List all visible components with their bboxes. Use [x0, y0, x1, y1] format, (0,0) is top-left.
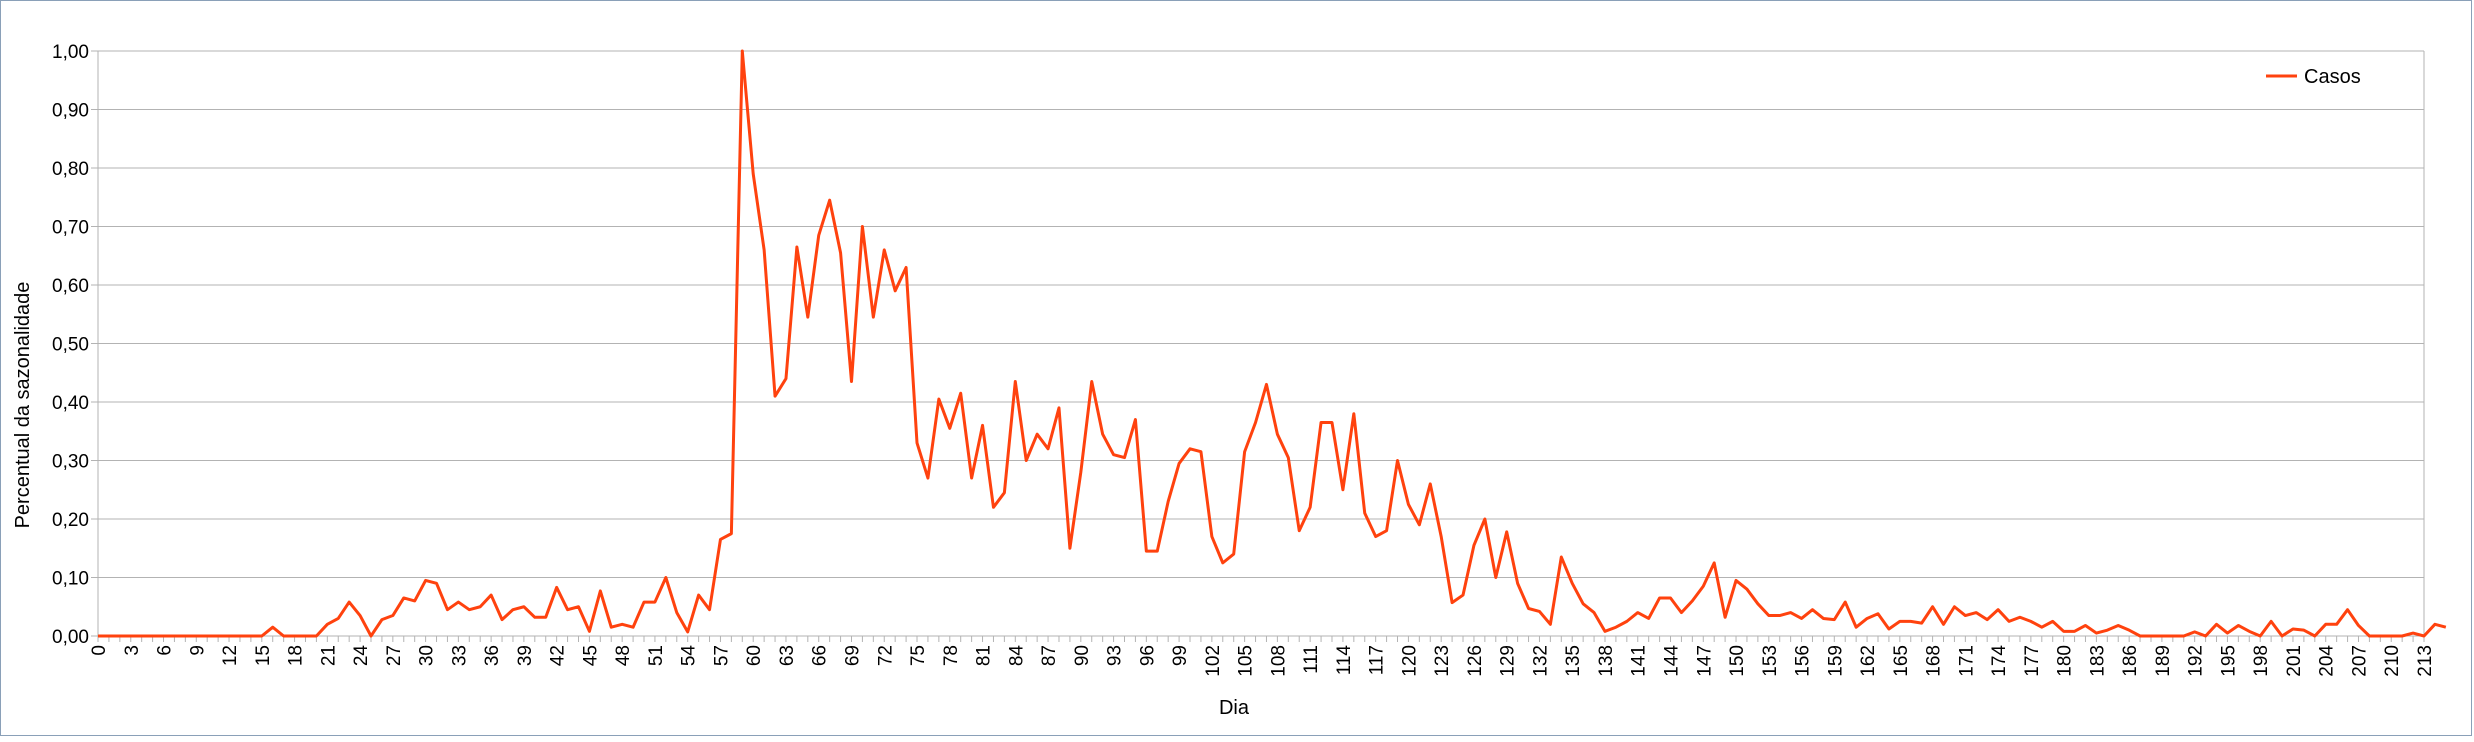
x-tick-label: 6 [155, 645, 176, 656]
x-tick-label: 198 [2251, 645, 2272, 677]
x-tick-label: 129 [1498, 645, 1519, 677]
x-tick-label: 180 [2055, 645, 2076, 677]
x-tick-label: 42 [548, 645, 569, 666]
y-tick-label: 0,60 [52, 276, 89, 297]
x-tick-label: 12 [220, 645, 241, 666]
x-tick-label: 114 [1334, 645, 1355, 676]
x-tick-label: 78 [941, 645, 962, 666]
x-tick-label: 156 [1793, 645, 1814, 677]
x-tick-label: 117 [1367, 645, 1388, 675]
x-tick-label: 207 [2349, 645, 2370, 677]
x-tick-label: 147 [1694, 645, 1715, 677]
legend: Casos [2266, 66, 2361, 88]
x-tick-label: 132 [1530, 645, 1551, 677]
x-tick-label: 36 [482, 645, 503, 666]
x-tick-label: 99 [1170, 645, 1191, 666]
x-tick-label: 168 [1924, 645, 1945, 677]
x-tick-label: 72 [875, 645, 896, 666]
x-tick-label: 27 [384, 645, 405, 666]
x-tick-label: 165 [1891, 645, 1912, 677]
x-tick-label: 105 [1236, 645, 1257, 677]
x-tick-label: 171 [1956, 645, 1977, 677]
x-tick-label: 174 [1989, 645, 2010, 677]
x-tick-labels: 0 3 6 9 12 15 18 21 24 27 30 33 36 39 42 45 48 51 54 57 60 63… [89, 636, 2436, 677]
x-tick-label: 66 [810, 645, 831, 666]
x-tick-label: 24 [351, 645, 372, 667]
x-tick-label: 204 [2317, 645, 2338, 677]
x-tick-label: 183 [2087, 645, 2108, 677]
x-tick-label: 87 [1039, 645, 1060, 666]
x-tick-label: 45 [580, 645, 601, 666]
x-tick-label: 93 [1105, 645, 1126, 666]
x-tick-label: 135 [1563, 645, 1584, 677]
x-tick-label: 39 [515, 645, 536, 666]
x-tick-label: 195 [2218, 645, 2239, 677]
x-tick-label: 141 [1629, 645, 1650, 677]
x-tick-label: 213 [2415, 645, 2436, 677]
x-tick-label: 81 [974, 645, 995, 666]
x-tick-label: 15 [253, 645, 274, 666]
x-tick-label: 186 [2120, 645, 2141, 677]
y-tick-label: 0,70 [52, 218, 89, 239]
x-tick-label: 60 [744, 645, 765, 666]
x-tick-label: 63 [777, 645, 798, 666]
y-tick-labels: 0,00 0,10 0,20 0,30 0,40 0,50 0,60 0,70 0,80 0,90… [52, 42, 98, 648]
x-tick-label: 210 [2382, 645, 2403, 677]
x-tick-label: 153 [1760, 645, 1781, 677]
x-tick-label: 102 [1203, 645, 1224, 677]
x-tick-label: 57 [711, 645, 732, 666]
x-tick-label: 30 [417, 645, 438, 666]
x-tick-label: 162 [1858, 645, 1879, 677]
y-tick-label: 0,90 [52, 101, 89, 122]
y-tick-label: 0,50 [52, 335, 89, 356]
gridlines [98, 50, 2424, 637]
x-tick-label: 150 [1727, 645, 1748, 677]
x-tick-label: 126 [1465, 645, 1486, 677]
x-tick-label: 159 [1825, 645, 1846, 677]
x-tick-label: 0 [89, 645, 110, 656]
x-tick-label: 48 [613, 645, 634, 666]
x-tick-label: 201 [2284, 645, 2305, 677]
x-tick-label: 96 [1137, 645, 1158, 666]
x-tick-label: 21 [318, 645, 339, 666]
x-tick-label: 3 [122, 645, 143, 656]
x-tick-label: 84 [1006, 645, 1027, 667]
y-tick-label: 0,00 [52, 627, 89, 648]
x-tick-label: 138 [1596, 645, 1617, 677]
y-tick-label: 0,40 [52, 393, 89, 414]
x-tick-label: 90 [1072, 645, 1093, 666]
series-layer [98, 49, 2447, 638]
x-tick-label: 33 [449, 645, 470, 666]
x-tick-label: 144 [1662, 645, 1683, 677]
series-line-casos [98, 49, 2447, 638]
y-axis-title: Percentual da sazonalidade [12, 282, 34, 529]
x-tick-label: 9 [187, 645, 208, 656]
y-tick-label: 0,10 [52, 569, 89, 590]
legend-label-casos: Casos [2304, 66, 2361, 88]
x-tick-label: 120 [1399, 645, 1420, 677]
x-tick-label: 189 [2153, 645, 2174, 677]
x-tick-label: 123 [1432, 645, 1453, 677]
y-tick-label: 1,00 [52, 42, 89, 63]
x-tick-label: 69 [842, 645, 863, 666]
x-tick-label: 51 [646, 645, 667, 666]
x-tick-label: 111 [1301, 645, 1322, 674]
x-tick-label: 54 [679, 645, 700, 667]
y-tick-label: 0,20 [52, 510, 89, 531]
y-tick-label: 0,30 [52, 452, 89, 473]
x-tick-label: 192 [2186, 645, 2207, 677]
x-tick-label: 75 [908, 645, 929, 666]
x-tick-label: 18 [286, 645, 307, 666]
x-axis-title: Dia [1219, 697, 1250, 719]
x-tick-label: 177 [2022, 645, 2043, 677]
x-tick-label: 108 [1268, 645, 1289, 677]
y-tick-label: 0,80 [52, 159, 89, 180]
